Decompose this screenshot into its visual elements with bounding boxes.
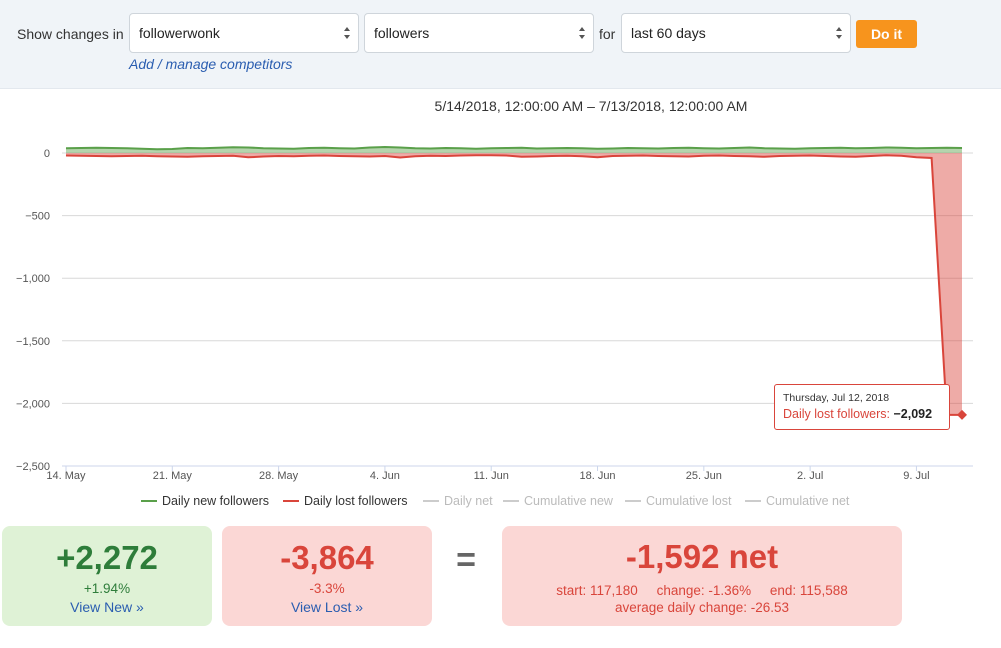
legend-line-icon: [283, 500, 299, 502]
tooltip-date: Thursday, Jul 12, 2018: [783, 392, 890, 404]
x-tick-label: 9. Jul: [903, 470, 929, 482]
legend-item[interactable]: Cumulative new: [503, 494, 613, 508]
tooltip-value-line: Daily lost followers: −2,092: [783, 405, 949, 423]
new-followers-card: +2,272 +1.94% View New »: [2, 526, 212, 626]
legend-item[interactable]: Daily new followers: [141, 494, 269, 508]
chart-tooltip: Thursday, Jul 12, 2018 Daily lost follow…: [774, 384, 950, 430]
select-arrows-icon: [579, 27, 585, 39]
account-select-value: followerwonk: [139, 25, 220, 41]
equals-sign: =: [456, 541, 476, 579]
x-tick-label: 2. Jul: [797, 470, 823, 482]
period-select[interactable]: last 60 days: [621, 13, 851, 53]
y-tick-label: −500: [25, 211, 50, 223]
y-tick-label: −2,000: [16, 398, 50, 410]
legend-item[interactable]: Cumulative lost: [625, 494, 731, 508]
new-followers-percent: +1.94%: [83, 581, 131, 596]
legend-line-icon: [745, 500, 761, 502]
legend-line-icon: [423, 500, 439, 502]
metric-select-value: followers: [374, 25, 430, 41]
net-change-total: -1,592 net: [625, 538, 779, 575]
legend-item[interactable]: Daily net: [423, 494, 493, 508]
show-changes-label: Show changes in: [17, 26, 124, 42]
legend-label: Cumulative new: [524, 494, 613, 508]
legend-item[interactable]: Daily lost followers: [283, 494, 408, 508]
lost-followers-total: -3,864: [280, 539, 374, 576]
view-new-link[interactable]: View New »: [70, 599, 144, 615]
y-tick-label: −2,500: [16, 461, 50, 473]
chart-legend: Daily new followers Daily lost followers D…: [0, 494, 1001, 512]
legend-line-icon: [625, 500, 641, 502]
legend-line-icon: [503, 500, 519, 502]
y-tick-label: −1,500: [16, 336, 50, 348]
chart-title: 5/14/2018, 12:00:00 AM – 7/13/2018, 12:0…: [434, 98, 748, 114]
x-tick-label: 4. Jun: [370, 470, 400, 482]
y-tick-label: −1,000: [16, 273, 50, 285]
legend-item[interactable]: Cumulative net: [745, 494, 849, 508]
tooltip-series-label: Daily lost followers:: [783, 407, 890, 421]
series-line-0: [65, 145, 963, 151]
account-select[interactable]: followerwonk: [129, 13, 359, 53]
net-change-card: -1,592 net start: 117,180 change: -1.36%…: [502, 526, 902, 626]
x-tick-label: 11. Jun: [474, 470, 509, 482]
controls-bar: Show changes in followerwonk followers f…: [0, 0, 1001, 89]
average-daily-change: average daily change: -26.53: [614, 600, 790, 615]
metric-select[interactable]: followers: [364, 13, 594, 53]
new-followers-total: +2,272: [56, 539, 158, 576]
select-arrows-icon: [836, 27, 842, 39]
legend-label: Daily lost followers: [304, 494, 408, 508]
period-select-value: last 60 days: [631, 25, 706, 41]
x-tick-label: 25. Jun: [686, 470, 722, 482]
view-lost-link[interactable]: View Lost »: [290, 599, 364, 615]
tooltip-value: −2,092: [893, 407, 933, 421]
manage-competitors-link[interactable]: Add / manage competitors: [129, 56, 293, 72]
legend-line-icon: [141, 500, 157, 502]
legend-label: Daily net: [444, 494, 493, 508]
highlight-marker: [957, 409, 967, 420]
legend-label: Cumulative net: [766, 494, 850, 508]
y-tick-label: 0: [44, 148, 50, 160]
lost-followers-card: -3,864 -3.3% View Lost »: [222, 526, 432, 626]
series-line-1: [65, 154, 962, 416]
for-label: for: [599, 26, 616, 42]
select-arrows-icon: [344, 27, 350, 39]
do-it-button[interactable]: Do it: [856, 20, 917, 48]
x-tick-label: 21. May: [153, 470, 193, 482]
x-tick-label: 18. Jun: [579, 470, 615, 482]
net-change-details: start: 117,180 change: -1.36% end: 115,5…: [556, 583, 848, 598]
legend-label: Cumulative lost: [646, 494, 732, 508]
series-area-1: [66, 153, 962, 415]
lost-followers-percent: -3.3%: [309, 581, 345, 596]
legend-label: Daily new followers: [162, 494, 269, 508]
x-tick-label: 28. May: [259, 470, 299, 482]
x-tick-label: 14. May: [46, 470, 86, 482]
